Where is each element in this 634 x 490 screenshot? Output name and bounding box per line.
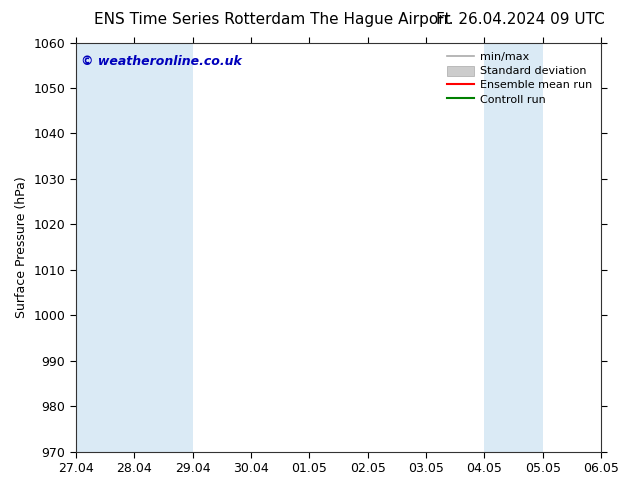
Text: Fr. 26.04.2024 09 UTC: Fr. 26.04.2024 09 UTC <box>436 12 604 27</box>
Bar <box>76 43 193 452</box>
Legend: min/max, Standard deviation, Ensemble mean run, Controll run: min/max, Standard deviation, Ensemble me… <box>442 47 597 109</box>
Bar <box>484 43 543 452</box>
Text: © weatheronline.co.uk: © weatheronline.co.uk <box>81 55 242 68</box>
Bar <box>601 43 634 452</box>
Y-axis label: Surface Pressure (hPa): Surface Pressure (hPa) <box>15 176 28 318</box>
Text: ENS Time Series Rotterdam The Hague Airport: ENS Time Series Rotterdam The Hague Airp… <box>94 12 451 27</box>
